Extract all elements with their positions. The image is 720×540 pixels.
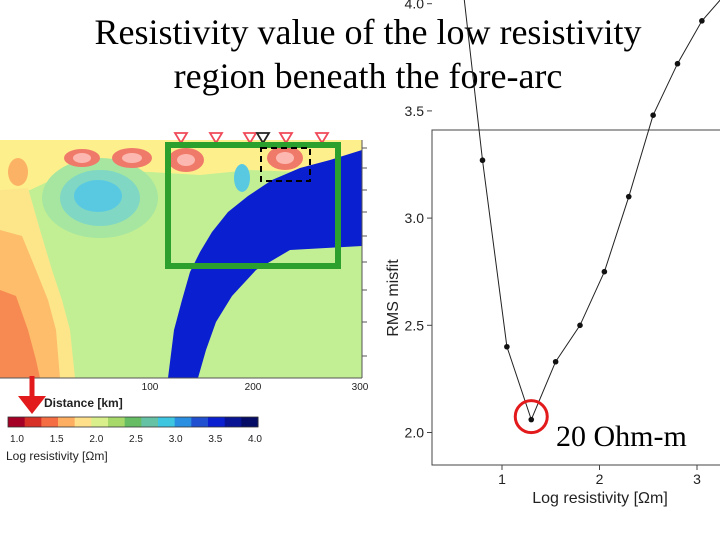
- station-marker: [173, 132, 189, 145]
- y-tick-label: 3.5: [405, 103, 425, 119]
- minimum-annotation: 20 Ohm-m: [556, 420, 687, 453]
- misfit-chart: 2.02.53.03.54.04.5 123 RMS misfit Log re…: [385, 0, 720, 507]
- misfit-point: [699, 18, 705, 24]
- colorbar-tick-label: 4.0: [248, 434, 262, 445]
- colorbar-swatch: [58, 417, 76, 427]
- misfit-point: [479, 157, 486, 164]
- minimum-highlight-circle: [513, 399, 549, 435]
- slide-title: Resistivity value of the low resistivity…: [0, 10, 720, 98]
- station-marker: [242, 132, 258, 145]
- cyan-core: [74, 180, 122, 212]
- distance-tick-300: 300: [352, 382, 369, 393]
- station-marker: [278, 132, 294, 145]
- y-tick-label: 3.0: [405, 210, 425, 226]
- small-cyan-body: [234, 164, 250, 192]
- misfit-point: [528, 416, 535, 423]
- y-axis-label: RMS misfit: [385, 259, 402, 337]
- colorbar-tick-label: 1.0: [10, 434, 24, 445]
- colorbar-swatch: [174, 417, 192, 427]
- conductor-3-core: [177, 154, 195, 166]
- colorbar-swatch: [24, 417, 42, 427]
- distance-tick-100: 100: [142, 382, 159, 393]
- colorbar-tick-label: 3.0: [169, 434, 183, 445]
- x-axis-ticks: 1 2 3: [498, 465, 701, 487]
- distance-axis-label: Distance [km]: [44, 396, 123, 410]
- misfit-series-points: [479, 18, 705, 423]
- colorbar-tick-label: 3.5: [208, 434, 222, 445]
- conductor-1-core: [73, 153, 91, 163]
- dashed-focus-box: [260, 147, 311, 182]
- station-marker-selected: [255, 132, 271, 145]
- misfit-point: [625, 193, 632, 200]
- colorbar-swatch: [208, 417, 226, 427]
- colorbar-swatch: [8, 417, 26, 427]
- title-line-1: Resistivity value of the low resistivity: [94, 12, 642, 52]
- left-deep-body: [0, 290, 40, 378]
- colorbar-swatch: [108, 417, 126, 427]
- conductor-2-core: [122, 153, 142, 163]
- colorbar-swatch: [158, 417, 176, 427]
- x-tick-label: 3: [693, 471, 701, 487]
- station-marker: [208, 132, 224, 145]
- distance-tick-200: 200: [245, 382, 262, 393]
- conductor-4-core: [276, 152, 294, 164]
- resistivity-section: 100 200 300 Distance [km]: [0, 132, 369, 410]
- station-markers: [173, 132, 330, 145]
- colorbar-swatch: [41, 417, 59, 427]
- colorbar-swatch: [74, 417, 92, 427]
- green-highlight-box: [165, 142, 341, 269]
- y-tick-label: 2.0: [405, 425, 425, 441]
- colorbar-swatch: [124, 417, 142, 427]
- colorbar-tick-label: 1.5: [50, 434, 64, 445]
- misfit-point: [650, 112, 656, 118]
- misfit-point: [601, 268, 608, 275]
- misfit-point: [552, 358, 559, 365]
- colorbar-tick-label: 2.0: [89, 434, 103, 445]
- misfit-point: [674, 60, 681, 67]
- chart-frame: [431, 129, 720, 466]
- colorbar-swatch: [191, 417, 209, 427]
- colorbar-label: Log resistivity [Ωm]: [6, 449, 108, 463]
- misfit-point: [577, 322, 583, 329]
- y-axis-ticks: 2.02.53.03.54.04.5: [405, 0, 432, 441]
- station-marker: [314, 132, 330, 145]
- colorbar: [7, 416, 259, 428]
- y-tick-label: 2.5: [405, 317, 425, 333]
- x-axis-label: Log resistivity [Ωm]: [532, 490, 668, 507]
- colorbar-frame: [7, 416, 259, 428]
- colorbar-tick-label: 2.5: [129, 434, 143, 445]
- x-tick-label: 1: [498, 471, 506, 487]
- misfit-point: [504, 343, 510, 350]
- x-tick-label: 2: [596, 471, 604, 487]
- colorbar-swatch: [91, 417, 109, 427]
- colorbar-swatch: [224, 417, 242, 427]
- title-line-2: region beneath the fore-arc: [173, 56, 563, 96]
- colorbar-swatch: [141, 417, 159, 427]
- conductor-edge: [8, 158, 28, 186]
- colorbar-ticks: 1.0 1.5 2.0 2.5 3.0 3.5 4.0: [10, 434, 262, 445]
- red-arrow-icon: [18, 376, 46, 414]
- y-tick-label: 4.0: [405, 0, 425, 12]
- section-right-ticks: [362, 147, 367, 357]
- colorbar-swatch: [241, 417, 259, 427]
